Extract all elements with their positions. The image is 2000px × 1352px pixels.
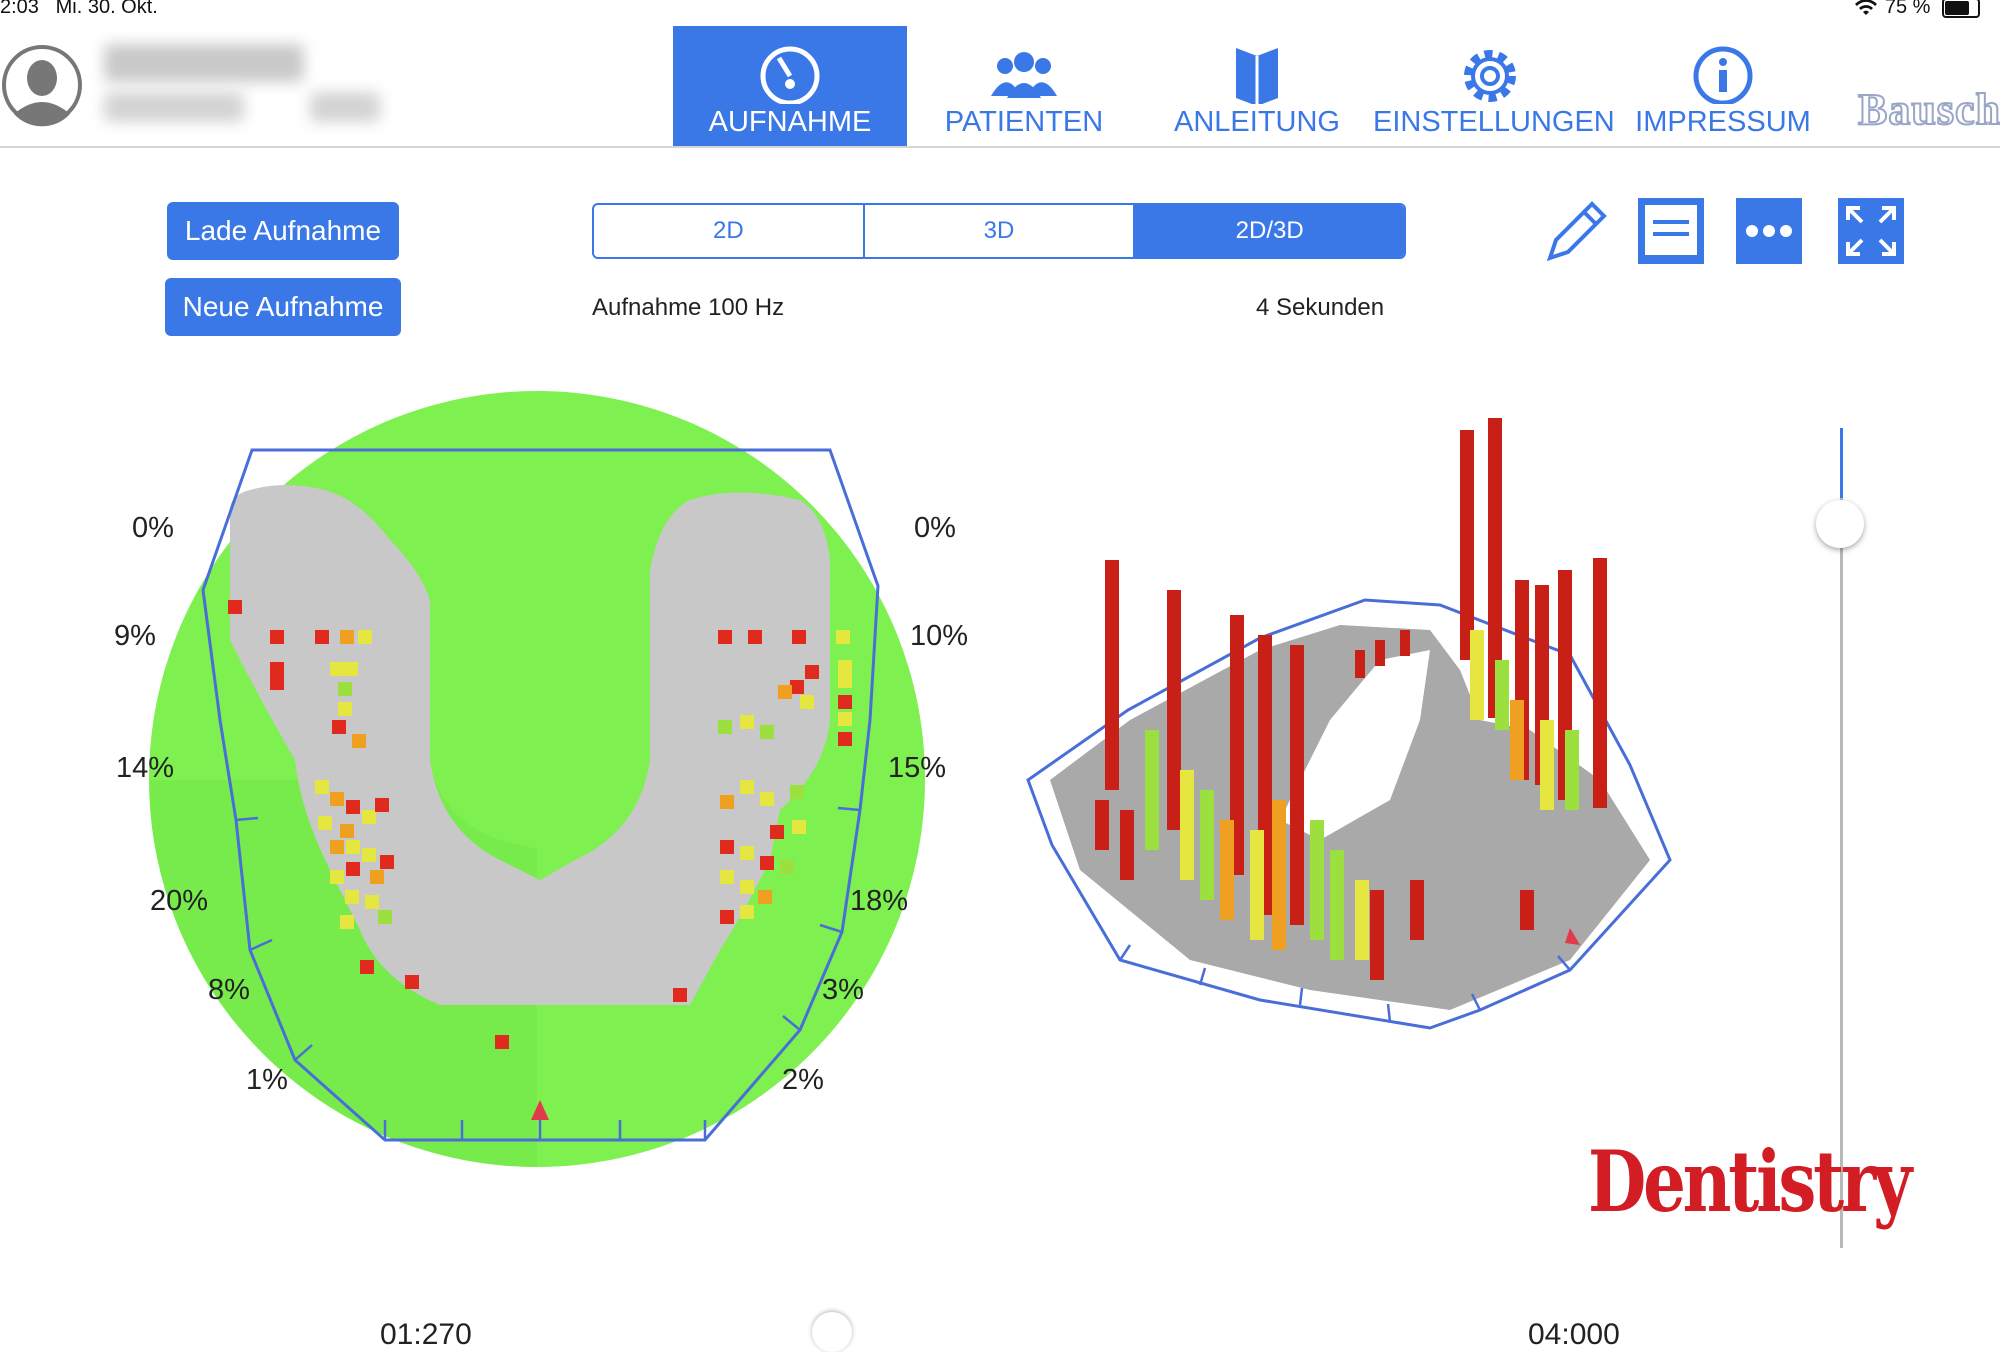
- tab-label: AUFNAHME: [708, 106, 872, 138]
- vertical-slider-track[interactable]: [1840, 428, 1843, 1248]
- pencil-icon[interactable]: [1540, 196, 1610, 266]
- more-icon[interactable]: [1734, 196, 1804, 266]
- new-recording-button[interactable]: Neue Aufnahme: [165, 278, 401, 336]
- tab-label: ANLEITUNG: [1174, 106, 1340, 138]
- left-percentage: 1%: [246, 1064, 288, 1096]
- patient-id-blurred: [310, 92, 380, 122]
- recording-duration: 4 Sekunden: [1256, 294, 1385, 321]
- battery-percent: 75 %: [1884, 0, 1931, 18]
- info-icon: [1693, 46, 1753, 104]
- right-percentage: 18%: [850, 885, 909, 917]
- arch-3d-outline: [1026, 598, 1672, 1030]
- patient-info-blurred: [104, 92, 244, 122]
- patient-name-blurred: [104, 44, 304, 82]
- battery-icon: [1942, 0, 1980, 18]
- users-icon: [991, 52, 1057, 98]
- palate-region: [430, 495, 650, 850]
- right-percentage: 15%: [888, 752, 947, 784]
- tab-anleitung[interactable]: ANLEITUNG: [1140, 26, 1374, 146]
- front-marker-3d: [1565, 928, 1580, 945]
- pressure-cells: [228, 600, 852, 1049]
- left-percentage: 0%: [132, 512, 174, 544]
- view-mode-selector: 2D 3D 2D/3D: [592, 203, 1406, 259]
- timeline-end-time: 04:000: [1528, 1318, 1620, 1351]
- right-percentage: 2%: [782, 1064, 824, 1096]
- view-2d-button[interactable]: 2D: [594, 205, 865, 257]
- tab-label: EINSTELLUNGEN: [1373, 106, 1615, 138]
- header-bar: AUFNAHME PATIENTEN ANLEITUNG EINSTELLUNG…: [0, 22, 2000, 148]
- right-percentage: 10%: [910, 620, 969, 652]
- tab-patienten[interactable]: PATIENTEN: [907, 26, 1141, 146]
- timeline-current-time: 01:270: [380, 1318, 472, 1351]
- pressure-map-2d: [149, 391, 925, 1167]
- view-3d-button[interactable]: 3D: [865, 205, 1136, 257]
- status-time: 2:03 Mi. 30. Okt.: [0, 0, 158, 18]
- status-bar: 2:03 Mi. 30. Okt. 75 %: [0, 0, 2000, 22]
- notes-icon[interactable]: [1636, 196, 1706, 266]
- tab-aufnahme[interactable]: AUFNAHME: [673, 26, 907, 146]
- recording-rate: Aufnahme 100 Hz: [592, 294, 785, 321]
- pressure-map-3d: [1026, 418, 1672, 1030]
- brand-logo: Bausch: [1857, 84, 2000, 135]
- gauge-icon: [760, 46, 820, 104]
- dentistry-watermark: Dentistry: [1588, 1132, 1912, 1231]
- avatar[interactable]: [2, 42, 82, 128]
- tab-einstellungen[interactable]: EINSTELLUNGEN: [1373, 26, 1615, 146]
- tab-impressum[interactable]: IMPRESSUM: [1606, 26, 1840, 146]
- tab-label: IMPRESSUM: [1635, 106, 1811, 138]
- pressure-bars-3d: [1095, 418, 1607, 980]
- vertical-slider-thumb[interactable]: [1816, 500, 1864, 548]
- load-recording-button[interactable]: Lade Aufnahme: [167, 202, 399, 260]
- gear-icon: [1464, 50, 1516, 102]
- right-percentage: 3%: [822, 974, 864, 1006]
- left-percentage: 14%: [116, 752, 175, 784]
- left-percentage: 20%: [150, 885, 209, 917]
- left-percentage: 8%: [208, 974, 250, 1006]
- vertical-slider-fill: [1840, 428, 1843, 498]
- wifi-icon: [1855, 0, 1878, 15]
- fullscreen-icon[interactable]: [1836, 196, 1906, 266]
- timeline-thumb[interactable]: [812, 1312, 852, 1352]
- midline-marker: [531, 1100, 549, 1120]
- status-right: 75 %: [1853, 0, 1980, 19]
- tab-label: PATIENTEN: [944, 106, 1104, 138]
- view-2d3d-button[interactable]: 2D/3D: [1135, 205, 1404, 257]
- right-percentage: 0%: [914, 512, 956, 544]
- book-icon: [1236, 48, 1278, 104]
- palate-3d: [1280, 650, 1430, 840]
- left-percentage: 9%: [114, 620, 156, 652]
